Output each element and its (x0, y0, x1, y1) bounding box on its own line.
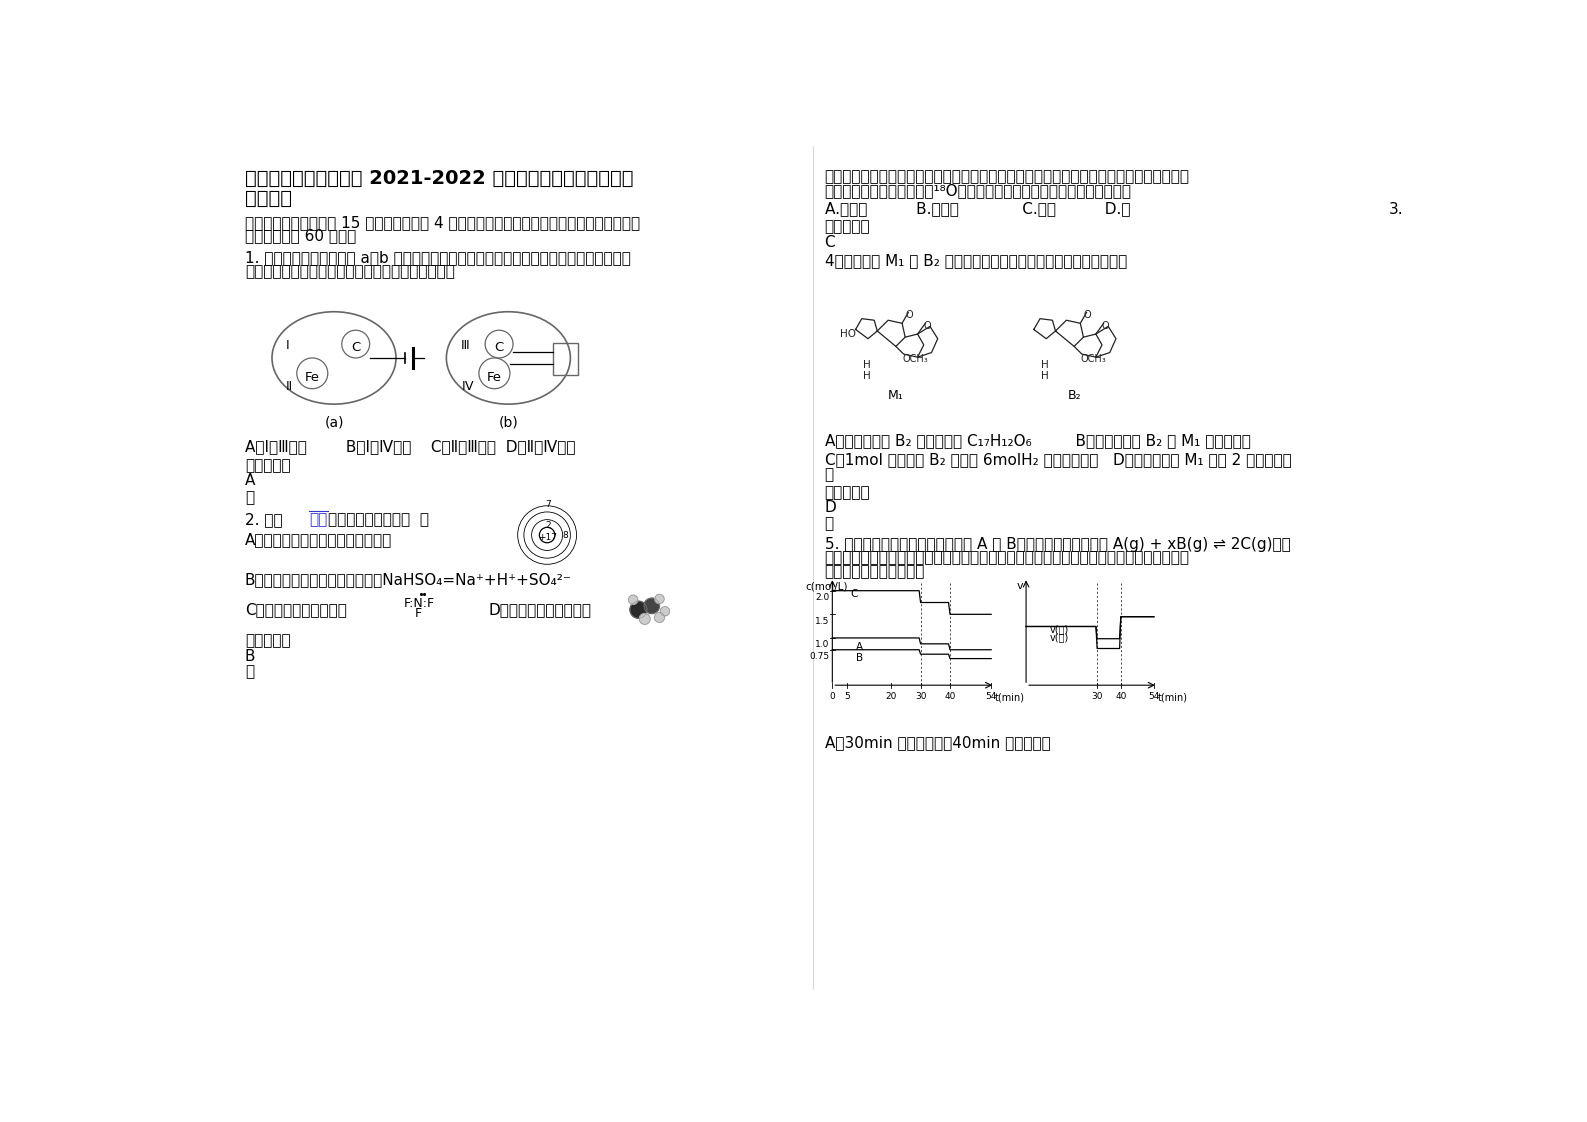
Text: v: v (1017, 581, 1024, 591)
Text: B₂: B₂ (1068, 388, 1081, 402)
Text: 到平衡后，只改变反应的一个条件，测得容器中物质的浓度、反应速率随时间变化如下图所: 到平衡后，只改变反应的一个条件，测得容器中物质的浓度、反应速率随时间变化如下图所 (825, 551, 1190, 565)
Text: +17: +17 (538, 533, 557, 542)
Text: 2. 下列: 2. 下列 (244, 512, 282, 527)
Text: 1. 把石墨棒和铁片用下列 a、b 两种方式放在盛有稀食盐水和酚酞试液混合溶液的玻璃器皿: 1. 把石墨棒和铁片用下列 a、b 两种方式放在盛有稀食盐水和酚酞试液混合溶液的… (244, 250, 630, 265)
Text: 1.0: 1.0 (814, 641, 830, 650)
Text: H: H (1041, 360, 1049, 370)
Circle shape (640, 614, 651, 624)
Text: OCH₃: OCH₃ (1081, 353, 1106, 364)
Text: A．30min 时降低温度，40min 时升高温度: A．30min 时降低温度，40min 时升高温度 (825, 735, 1051, 751)
Text: A: A (855, 642, 863, 652)
Text: Ⅳ: Ⅳ (462, 379, 473, 393)
Text: 略: 略 (825, 516, 833, 531)
Text: C: C (351, 341, 360, 355)
Text: C．1mol 黄曲霉素 B₂ 可以和 6molH₂ 发生加成反应   D．黄曲霉毒素 M₁ 含有 2 个手性碳原: C．1mol 黄曲霉素 B₂ 可以和 6molH₂ 发生加成反应 D．黄曲霉毒素… (825, 452, 1292, 467)
Text: Ⅱ: Ⅱ (286, 379, 292, 393)
Text: Fe: Fe (487, 370, 501, 384)
Text: 30: 30 (914, 692, 927, 701)
Text: C．三氟化氮的电子式：: C．三氟化氮的电子式： (244, 603, 346, 617)
Text: (b): (b) (498, 415, 519, 430)
Text: v(逆): v(逆) (1049, 633, 1070, 643)
Text: 卷含解析: 卷含解析 (244, 188, 292, 208)
Text: 30: 30 (1092, 692, 1103, 701)
Text: 40: 40 (1116, 692, 1127, 701)
Text: O: O (924, 321, 930, 331)
Text: c(mol/L): c(mol/L) (805, 581, 847, 591)
Text: 参考答案：: 参考答案： (825, 219, 870, 234)
Text: O: O (1101, 321, 1109, 331)
Text: H: H (863, 370, 870, 380)
Text: 4．黄曲霉素 M₁ 和 B₂ 的结构如下图所示，以下有关说法正确的是：: 4．黄曲霉素 M₁ 和 B₂ 的结构如下图所示，以下有关说法正确的是： (825, 254, 1127, 268)
Text: 5: 5 (844, 692, 851, 701)
Text: OCH₃: OCH₃ (901, 353, 928, 364)
Text: O: O (1084, 310, 1092, 320)
Text: Fe: Fe (305, 370, 321, 384)
Text: B: B (855, 653, 863, 663)
Text: H: H (1041, 370, 1049, 380)
Text: M₁: M₁ (889, 388, 903, 402)
Text: F: F (414, 607, 422, 620)
Text: A．食盐中阴离子的结构示意图为：: A．食盐中阴离子的结构示意图为： (244, 532, 392, 546)
Text: A．黄曲霉毒素 B₂ 的分子式为 C₁₇H₁₂O₆         B．黄曲霉毒素 B₂ 和 M₁ 互为同系物: A．黄曲霉毒素 B₂ 的分子式为 C₁₇H₁₂O₆ B．黄曲霉毒素 B₂ 和 M… (825, 433, 1251, 449)
Circle shape (644, 598, 660, 614)
Bar (554, 342, 578, 375)
Text: C: C (495, 341, 503, 355)
Text: 一、单选题（本大题共 15 个小题，每小题 4 分。在每小题给出的四个选项中，只有一项符合: 一、单选题（本大题共 15 个小题，每小题 4 分。在每小题给出的四个选项中，只… (244, 215, 640, 230)
Text: 3.: 3. (1389, 202, 1403, 217)
Text: Ⅲ: Ⅲ (460, 339, 468, 351)
Text: 示。下列说法中正确的是: 示。下列说法中正确的是 (825, 564, 925, 579)
Text: 参考答案：: 参考答案： (244, 634, 290, 649)
Circle shape (628, 595, 638, 605)
Text: 化学: 化学 (309, 512, 327, 527)
Text: D: D (825, 500, 836, 515)
Text: 0.75: 0.75 (809, 652, 830, 661)
Text: H: H (863, 360, 870, 370)
Circle shape (655, 595, 663, 604)
Text: F:N:F: F:N:F (403, 597, 435, 609)
Text: 8: 8 (562, 532, 568, 541)
Text: A.硫酸钾          B.硫酸锰             C.氧气          D.水: A.硫酸钾 B.硫酸锰 C.氧气 D.水 (825, 202, 1130, 217)
Text: C: C (851, 589, 857, 599)
Text: 略: 略 (244, 490, 254, 505)
Text: 54: 54 (1149, 692, 1160, 701)
Text: 5. 某密闭容器中充入等物质的量的 A 和 B，一定温度下发生反应 A(g) + xB(g) ⇌ 2C(g)，达: 5. 某密闭容器中充入等物质的量的 A 和 B，一定温度下发生反应 A(g) +… (825, 536, 1290, 552)
Text: t(min): t(min) (1159, 693, 1187, 702)
Text: 过氧化氢与硫酸酸化的高锰酸钾溶液进行反应生成硫酸钾、硫酸锰、水和氧气。如果过氧化: 过氧化氢与硫酸酸化的高锰酸钾溶液进行反应生成硫酸钾、硫酸锰、水和氧气。如果过氧化 (825, 169, 1190, 184)
Text: 中，经过一段时间后，首先观察到溶液变红的区域是: 中，经过一段时间后，首先观察到溶液变红的区域是 (244, 264, 455, 279)
Text: 用语表示正确的是（  ）: 用语表示正确的是（ ） (329, 512, 428, 527)
Text: 参考答案：: 参考答案： (244, 458, 290, 473)
Circle shape (654, 613, 665, 623)
Text: 20: 20 (886, 692, 897, 701)
Text: v(正): v(正) (1049, 624, 1070, 634)
Text: 0: 0 (830, 692, 835, 701)
Text: B: B (244, 649, 256, 664)
Text: 1.5: 1.5 (814, 617, 830, 626)
Circle shape (660, 607, 670, 616)
Text: 2: 2 (544, 522, 551, 531)
Text: A．Ⅰ和Ⅲ附近        B．Ⅰ和Ⅳ附近    C．Ⅱ和Ⅲ附近  D．Ⅱ和Ⅳ附近: A．Ⅰ和Ⅲ附近 B．Ⅰ和Ⅳ附近 C．Ⅱ和Ⅲ附近 D．Ⅱ和Ⅳ附近 (244, 439, 576, 453)
Text: 云南省大理市上关中学 2021-2022 学年高三化学上学期期末试: 云南省大理市上关中学 2021-2022 学年高三化学上学期期末试 (244, 169, 633, 188)
Text: 题目要求，共 60 分。）: 题目要求，共 60 分。） (244, 229, 355, 243)
Text: 7: 7 (544, 499, 551, 508)
Text: (a): (a) (324, 415, 344, 430)
Circle shape (630, 601, 647, 618)
Text: t(min): t(min) (995, 693, 1025, 702)
Text: 略: 略 (244, 664, 254, 680)
Text: 54: 54 (986, 692, 997, 701)
Text: A: A (244, 473, 256, 488)
Text: C: C (825, 234, 835, 250)
Text: 2.0: 2.0 (816, 594, 830, 603)
Text: 40: 40 (944, 692, 955, 701)
Text: Ⅰ: Ⅰ (286, 339, 289, 351)
Text: 参考答案：: 参考答案： (825, 485, 870, 500)
Text: 氢中的氧原子是示踪原子（¹⁸O），当反应完成后，含有示踪原子的物质是: 氢中的氧原子是示踪原子（¹⁸O），当反应完成后，含有示踪原子的物质是 (825, 183, 1132, 199)
Text: 子: 子 (825, 467, 833, 482)
Text: O: O (905, 310, 913, 320)
Text: B．硫酸氢钠溶液的电离方程式：NaHSO₄=Na⁺+H⁺+SO₄²⁻: B．硫酸氢钠溶液的电离方程式：NaHSO₄=Na⁺+H⁺+SO₄²⁻ (244, 572, 571, 587)
Text: HO: HO (840, 329, 855, 339)
Text: D．乙醇分子比例模型：: D．乙醇分子比例模型： (489, 603, 592, 617)
